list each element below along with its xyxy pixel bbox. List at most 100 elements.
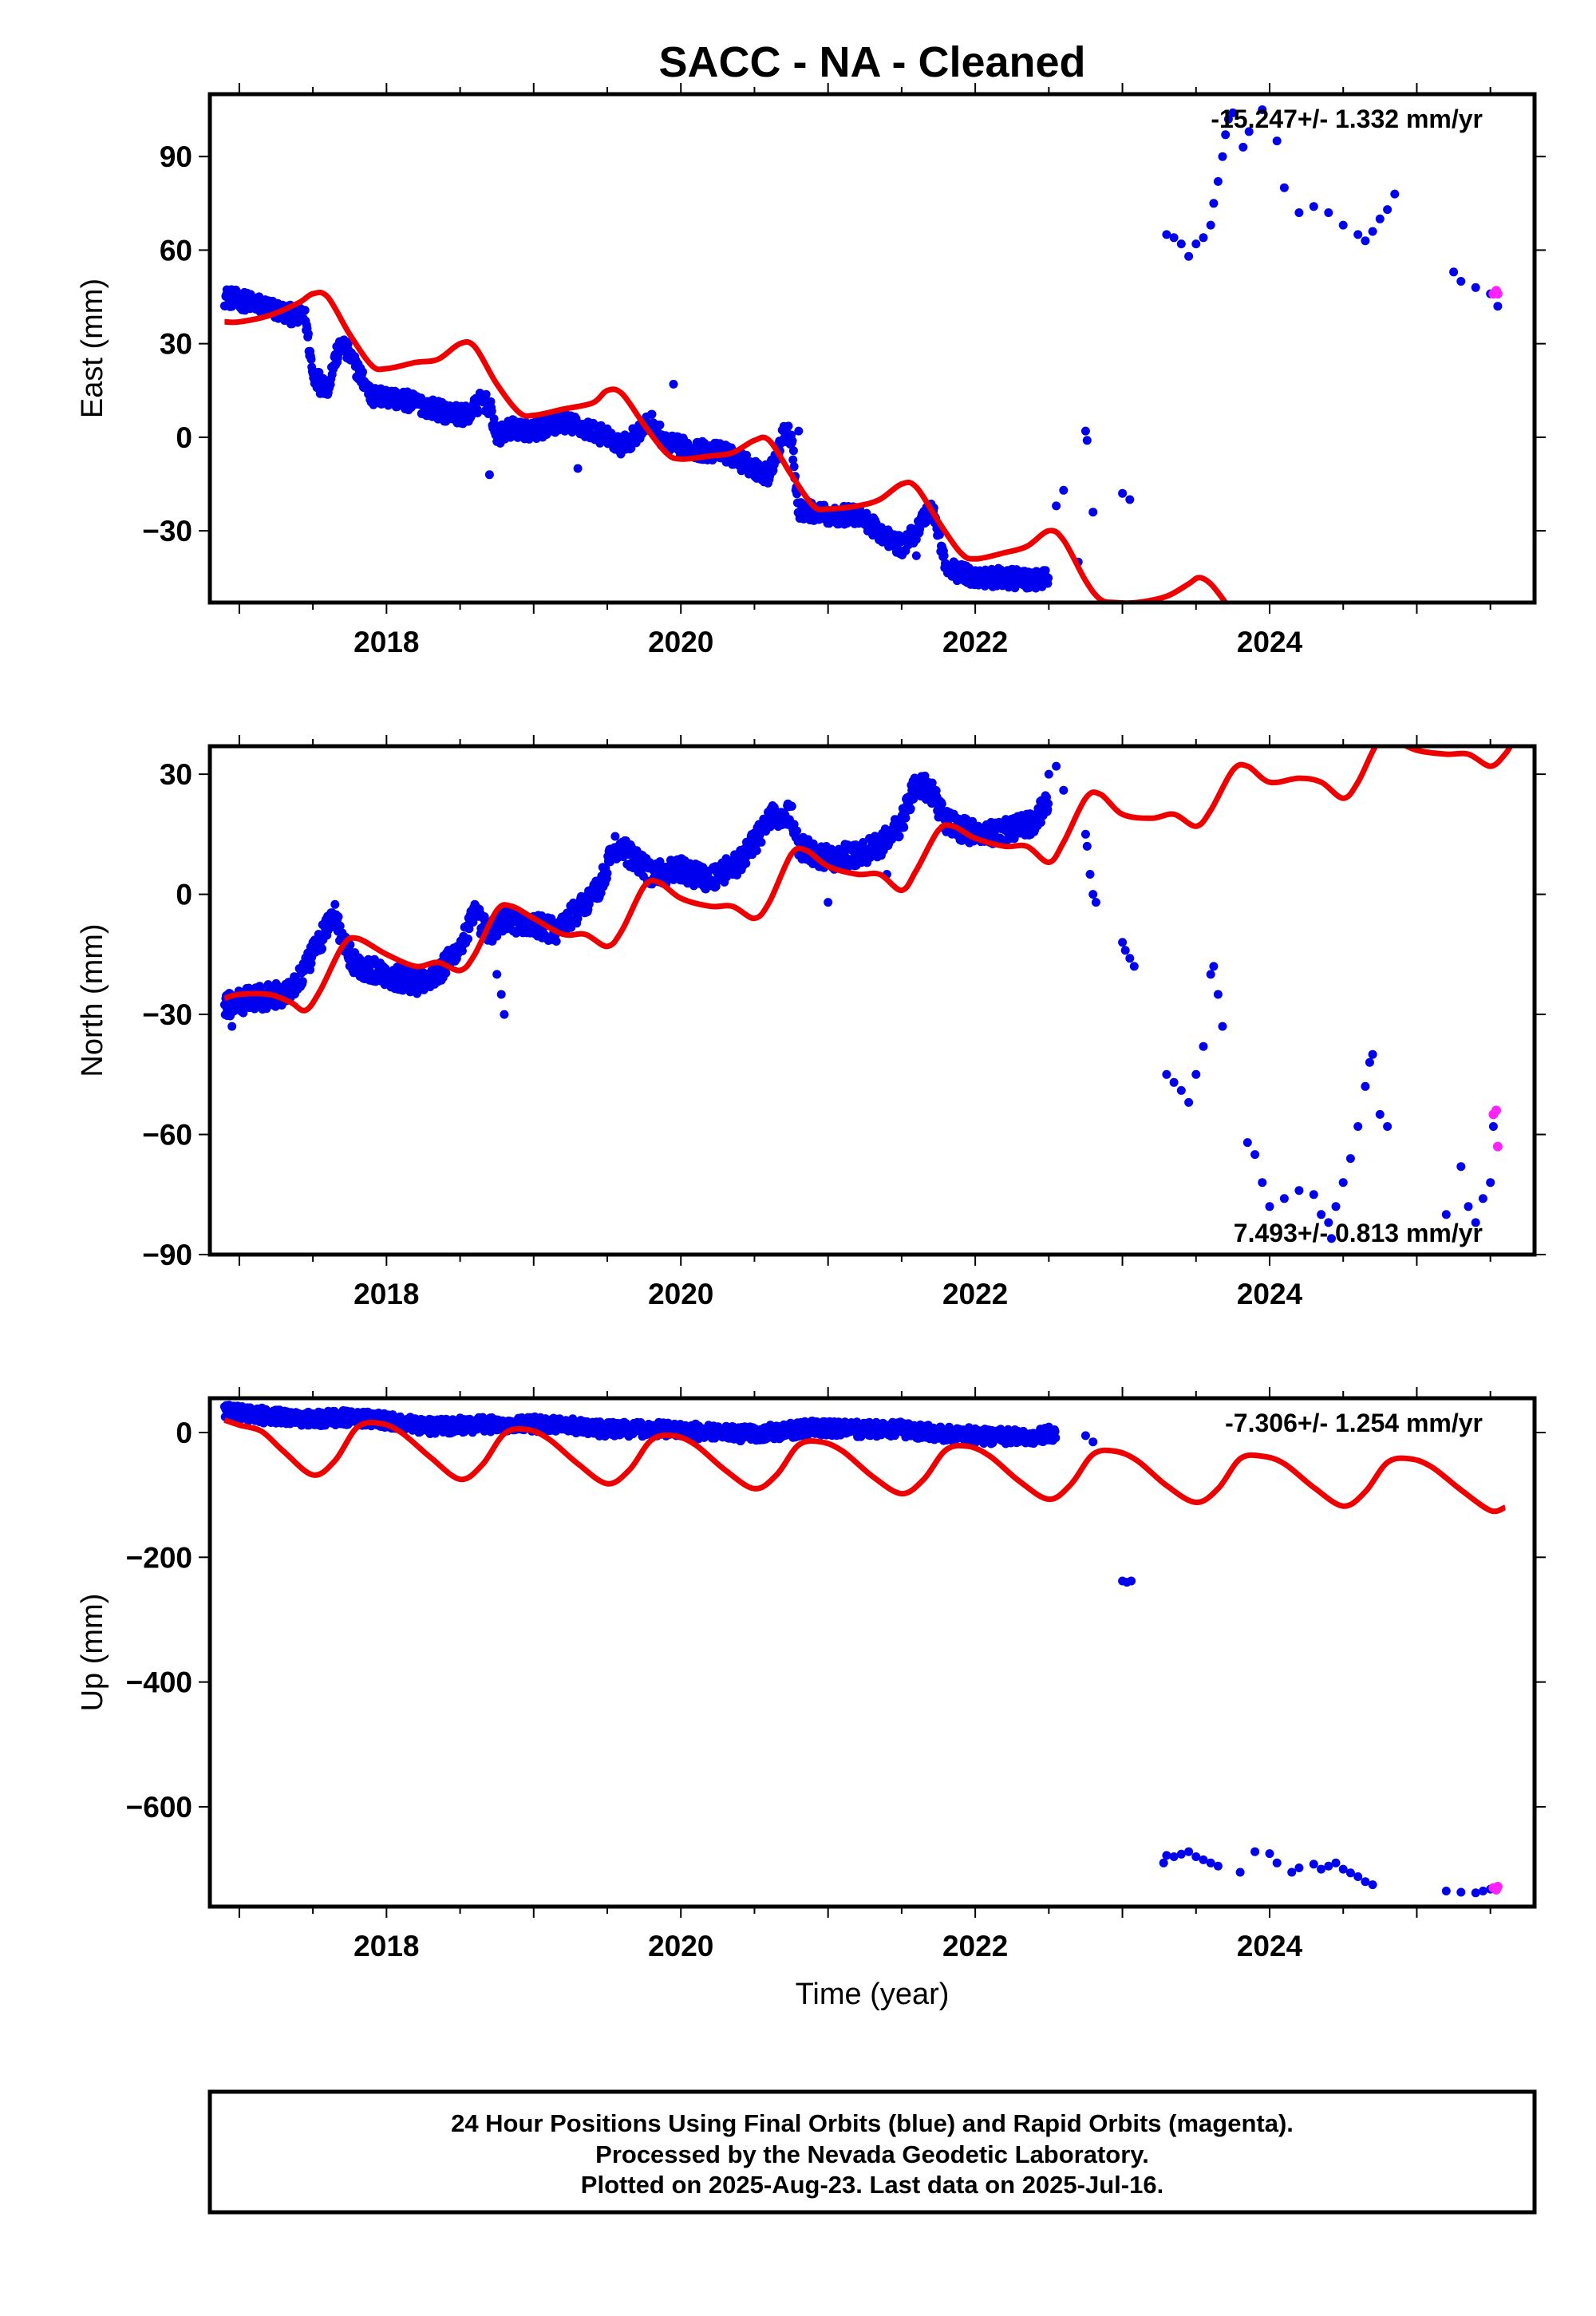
- east-final-point: [1184, 251, 1194, 261]
- up-y-tick-label: −400: [126, 1666, 192, 1699]
- footer-line-1: 24 Hour Positions Using Final Orbits (bl…: [451, 2109, 1294, 2137]
- north-final-point: [610, 832, 620, 841]
- north-final-point: [1191, 1069, 1201, 1079]
- up-final-point: [1176, 1849, 1186, 1859]
- east-final-point: [1244, 127, 1254, 136]
- north-final-point: [496, 990, 506, 999]
- east-y-tick-label: 30: [160, 328, 192, 361]
- up-rate-label: -7.306+/- 1.254 mm/yr: [1225, 1409, 1483, 1437]
- north-final-point: [227, 1022, 237, 1031]
- north-final-point: [1250, 1150, 1260, 1160]
- east-final-point: [794, 426, 804, 436]
- north-final-point: [573, 914, 583, 923]
- east-final-point: [1199, 233, 1208, 243]
- north-final-point: [298, 977, 307, 986]
- east-plot-frame: [207, 92, 1537, 605]
- north-final-point: [1129, 962, 1139, 971]
- up-final-point: [1088, 1437, 1098, 1447]
- east-final-point: [1080, 426, 1090, 436]
- north-final-point: [318, 944, 326, 954]
- up-y-tick-label: −600: [126, 1791, 192, 1824]
- up-final-point: [1213, 1861, 1223, 1871]
- north-x-tick-label: 2022: [942, 1278, 1008, 1310]
- east-final-point: [1353, 230, 1363, 239]
- east-final-point: [789, 462, 799, 472]
- east-model-curve: [224, 289, 1228, 603]
- east-final-point: [1471, 283, 1480, 292]
- north-final-point: [1242, 1138, 1252, 1148]
- north-y-tick-label: −90: [142, 1239, 192, 1271]
- north-final-point: [1199, 1041, 1208, 1051]
- north-final-point: [1059, 785, 1069, 795]
- east-x-tick-label: 2020: [648, 626, 713, 658]
- east-final-point: [1041, 566, 1050, 575]
- east-x-tick-label: 2022: [942, 626, 1008, 658]
- north-final-point: [500, 1010, 509, 1019]
- north-final-point: [1218, 1022, 1227, 1031]
- east-x-tick-label: 2024: [1237, 626, 1303, 658]
- north-final-point: [757, 837, 766, 847]
- north-final-point: [1091, 898, 1100, 907]
- north-final-point: [1279, 1194, 1289, 1203]
- up-final-point: [1287, 1867, 1297, 1877]
- north-final-point: [1383, 1122, 1393, 1131]
- east-final-point: [306, 354, 316, 364]
- up-final-point: [1159, 1858, 1168, 1867]
- north-final-point: [1353, 1122, 1363, 1131]
- north-final-point: [464, 935, 472, 943]
- footer-line-3: Plotted on 2025-Aug-23. Last data on 202…: [581, 2171, 1163, 2199]
- north-y-tick-label: −30: [142, 998, 192, 1031]
- east-final-point: [647, 409, 657, 419]
- north-final-point: [1213, 990, 1223, 999]
- up-y-tick-label: −200: [126, 1541, 192, 1574]
- east-final-point: [669, 379, 678, 389]
- east-final-point: [788, 436, 797, 445]
- east-final-point: [1361, 236, 1370, 246]
- east-final-point: [473, 408, 482, 417]
- up-y-axis-label: Up (mm): [76, 1594, 109, 1712]
- footer-line-2: Processed by the Nevada Geodetic Laborat…: [595, 2140, 1149, 2168]
- north-final-point: [1082, 841, 1092, 851]
- footer-frame: [207, 2089, 1537, 2215]
- north-final-point: [1478, 1194, 1487, 1203]
- north-final-point: [1338, 1178, 1348, 1188]
- east-final-point: [784, 421, 793, 431]
- east-final-point: [1088, 508, 1098, 517]
- north-final-point: [1361, 1081, 1370, 1091]
- north-final-point: [901, 813, 911, 823]
- east-final-point: [487, 406, 496, 416]
- north-x-tick-label: 2018: [354, 1278, 419, 1310]
- north-final-point: [1488, 1122, 1498, 1131]
- east-data-layer: [219, 105, 1503, 603]
- up-final-point: [1199, 1855, 1208, 1864]
- east-final-point: [481, 389, 491, 399]
- east-final-point: [1206, 220, 1215, 230]
- east-final-point: [1368, 227, 1377, 236]
- east-y-tick-label: 60: [160, 234, 192, 267]
- east-final-point: [1213, 176, 1223, 186]
- east-final-point: [1052, 501, 1061, 511]
- up-final-point: [1345, 1868, 1355, 1878]
- east-final-point: [911, 551, 921, 560]
- north-final-point: [792, 826, 802, 836]
- up-final-point: [1368, 1880, 1377, 1890]
- east-final-point: [1309, 202, 1318, 211]
- up-final-point: [1309, 1860, 1318, 1869]
- east-final-point: [1059, 485, 1069, 495]
- north-final-point: [239, 1008, 248, 1018]
- north-final-point: [1052, 761, 1061, 771]
- east-final-point: [1258, 105, 1267, 114]
- north-final-point: [1184, 1097, 1194, 1107]
- east-rapid-point: [1492, 289, 1503, 299]
- north-final-point: [1044, 799, 1053, 808]
- east-final-point: [1169, 233, 1179, 243]
- east-final-point: [1338, 220, 1348, 230]
- north-final-point: [824, 898, 833, 907]
- east-final-point: [300, 306, 310, 315]
- north-final-point: [1441, 1210, 1451, 1219]
- east-final-point: [1375, 214, 1385, 223]
- north-rapid-point: [1491, 1105, 1501, 1116]
- footer-box: 24 Hour Positions Using Final Orbits (bl…: [207, 2089, 1537, 2215]
- up-final-point: [1324, 1861, 1333, 1871]
- north-final-point: [1209, 962, 1219, 971]
